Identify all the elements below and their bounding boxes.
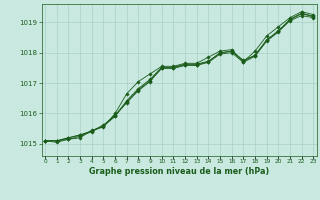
X-axis label: Graphe pression niveau de la mer (hPa): Graphe pression niveau de la mer (hPa) (89, 167, 269, 176)
